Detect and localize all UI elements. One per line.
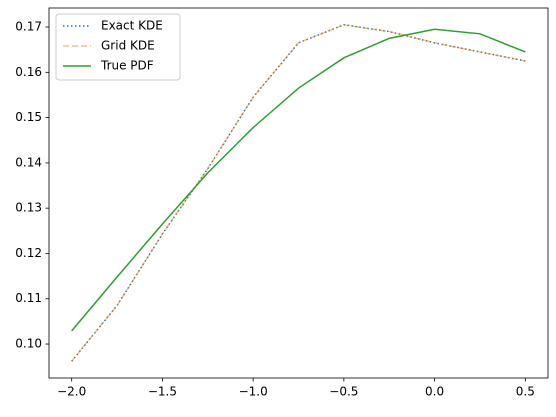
legend: Exact KDE Grid KDE True PDF bbox=[55, 13, 181, 81]
x-tick-label: −0.5 bbox=[329, 385, 358, 399]
legend-label: Grid KDE bbox=[101, 39, 155, 53]
line bbox=[71, 23, 526, 362]
x-tick-label: 0.5 bbox=[516, 385, 535, 399]
y-tick-label: 0.13 bbox=[15, 201, 42, 215]
y-tick-label: 0.11 bbox=[15, 291, 42, 305]
x-tick-label: −1.5 bbox=[148, 385, 177, 399]
x-tick-label: 0.0 bbox=[425, 385, 444, 399]
y-tick-label: 0.10 bbox=[15, 337, 42, 351]
x-tick-label: −1.0 bbox=[239, 385, 268, 399]
y-tick-label: 0.12 bbox=[15, 246, 42, 260]
legend-box bbox=[55, 13, 181, 81]
y-tick-label: 0.17 bbox=[15, 20, 42, 34]
y-tick-label: 0.16 bbox=[15, 65, 42, 79]
legend-label: True PDF bbox=[100, 59, 154, 73]
y-tick-label: 0.15 bbox=[15, 110, 42, 124]
y-tick-label: 0.14 bbox=[15, 155, 42, 169]
plot-frame bbox=[48, 7, 549, 379]
x-tick-label: −2.0 bbox=[57, 385, 86, 399]
legend-label: Exact KDE bbox=[101, 19, 163, 33]
line bbox=[71, 28, 526, 332]
